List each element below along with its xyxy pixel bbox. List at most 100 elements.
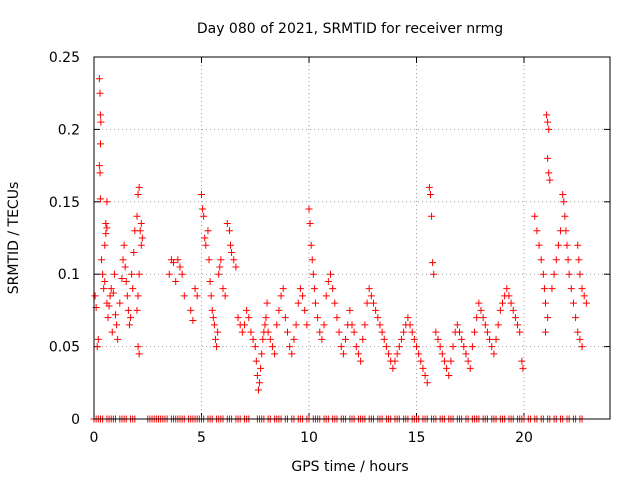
- data-point: [102, 220, 110, 228]
- y-tick-label: 0.05: [49, 340, 80, 356]
- data-point: [245, 314, 253, 322]
- data-point: [539, 270, 547, 278]
- data-point: [227, 241, 235, 249]
- data-point: [385, 350, 393, 358]
- data-point: [548, 285, 556, 293]
- data-point: [408, 328, 416, 336]
- data-point: [348, 321, 356, 329]
- data-point: [264, 328, 272, 336]
- data-point: [254, 386, 262, 394]
- data-point: [374, 314, 382, 322]
- data-point: [378, 328, 386, 336]
- data-point: [125, 321, 133, 329]
- data-point: [221, 292, 229, 300]
- data-point: [214, 328, 222, 336]
- data-point: [428, 212, 436, 220]
- data-point: [215, 270, 223, 278]
- data-point: [473, 314, 481, 322]
- data-point: [576, 270, 584, 278]
- data-point: [563, 241, 571, 249]
- data-point: [458, 335, 466, 343]
- data-point: [564, 256, 572, 264]
- data-point: [99, 270, 107, 278]
- data-point: [413, 343, 420, 351]
- data-point: [118, 275, 126, 283]
- data-point: [554, 241, 562, 249]
- data-point: [574, 241, 582, 249]
- data-point: [361, 321, 369, 329]
- data-point: [562, 227, 570, 235]
- data-point: [135, 350, 143, 358]
- data-point: [518, 357, 526, 365]
- data-point: [352, 343, 360, 351]
- data-point: [96, 169, 104, 177]
- x-axis-label: GPS time / hours: [291, 459, 408, 475]
- data-point: [107, 285, 115, 293]
- data-point: [438, 350, 446, 358]
- data-point: [535, 241, 543, 249]
- data-point: [505, 292, 513, 300]
- data-point: [546, 176, 554, 184]
- data-point: [370, 299, 377, 307]
- data-point: [559, 191, 567, 199]
- data-point: [191, 285, 199, 293]
- data-point: [494, 321, 502, 329]
- data-point: [354, 350, 362, 358]
- data-point: [208, 306, 216, 314]
- data-point: [137, 241, 145, 249]
- data-point: [350, 328, 358, 336]
- data-point: [339, 350, 347, 358]
- data-point: [331, 299, 339, 307]
- data-point: [397, 335, 405, 343]
- data-point: [200, 212, 208, 220]
- data-point: [507, 299, 515, 307]
- data-point: [432, 328, 440, 336]
- data-point: [447, 357, 455, 365]
- data-point: [395, 343, 403, 351]
- data-point: [211, 335, 219, 343]
- data-point: [213, 343, 221, 351]
- data-point: [429, 259, 437, 267]
- data-point: [137, 220, 145, 228]
- data-point: [232, 263, 240, 271]
- data-point: [124, 306, 132, 314]
- y-tick-label: 0.1: [58, 267, 80, 283]
- data-point: [552, 256, 560, 264]
- data-point: [249, 335, 257, 343]
- data-point: [519, 364, 527, 372]
- data-point: [119, 256, 127, 264]
- data-point: [205, 256, 213, 264]
- data-point: [109, 289, 117, 297]
- data-point: [430, 270, 438, 278]
- data-point: [509, 306, 517, 314]
- data-point: [96, 111, 104, 119]
- data-point: [123, 292, 131, 300]
- data-point: [542, 328, 549, 336]
- data-point: [464, 357, 472, 365]
- data-point: [199, 205, 207, 213]
- data-point: [582, 299, 590, 307]
- y-tick-label: 0.2: [58, 122, 80, 138]
- data-point: [423, 379, 431, 387]
- data-point: [537, 256, 545, 264]
- data-point: [327, 270, 334, 278]
- data-point: [496, 306, 504, 314]
- data-point: [170, 259, 178, 267]
- data-point: [127, 314, 135, 322]
- data-point: [176, 263, 184, 271]
- data-point: [228, 248, 236, 256]
- data-point: [113, 321, 121, 329]
- data-point: [443, 364, 451, 372]
- data-point: [544, 314, 552, 322]
- data-point: [93, 343, 101, 351]
- y-axis-label: SRMTID / TECUs: [6, 182, 22, 295]
- data-point: [121, 263, 129, 271]
- data-point: [216, 263, 224, 271]
- data-point: [576, 335, 584, 343]
- data-point: [329, 285, 337, 293]
- data-point: [440, 357, 448, 365]
- data-point: [434, 335, 442, 343]
- data-point: [367, 292, 375, 300]
- tick-labels: 0 5 10 15 20 0 0.05 0.1 0.15 0.2 0.25: [49, 50, 533, 446]
- data-point: [514, 321, 522, 329]
